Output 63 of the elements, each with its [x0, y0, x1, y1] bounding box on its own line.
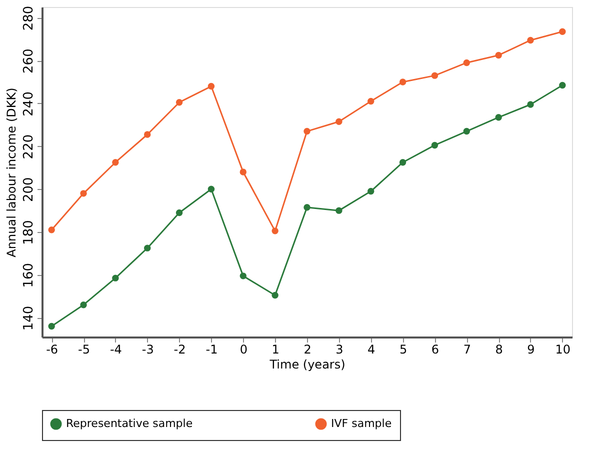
- x-tick-label: -3: [142, 342, 154, 356]
- point: [368, 98, 374, 105]
- point: [176, 99, 183, 106]
- point: [495, 52, 502, 59]
- x-tick-label: 7: [463, 342, 471, 356]
- x-tick-label: -2: [174, 342, 186, 356]
- y-tick-label: 240: [22, 92, 36, 116]
- point: [48, 226, 55, 234]
- x-tick-label: -6: [46, 342, 58, 356]
- point: [208, 82, 215, 90]
- point: [304, 128, 310, 135]
- point: [336, 118, 342, 125]
- point: [368, 188, 374, 195]
- x-tick-label: 1: [272, 342, 280, 356]
- point: [272, 228, 278, 234]
- point: [559, 82, 566, 89]
- point: [495, 114, 502, 121]
- point: [399, 159, 406, 166]
- point: [240, 168, 246, 176]
- x-tick-label: -5: [78, 342, 90, 356]
- y-tick-label: 140: [22, 306, 36, 331]
- x-tick-label: 2: [304, 342, 312, 356]
- x-tick-label: 10: [555, 342, 571, 356]
- x-tick-label: 4: [368, 342, 376, 356]
- x-tick-label: -4: [110, 342, 122, 356]
- point: [527, 36, 534, 44]
- point: [144, 131, 151, 138]
- x-tick-label: 3: [336, 342, 344, 356]
- point: [48, 322, 55, 330]
- y-tick-label: 260: [22, 48, 36, 74]
- point: [431, 142, 438, 149]
- point: [304, 204, 310, 211]
- y-tick-label: 180: [22, 220, 36, 245]
- x-tick-label: 8: [495, 342, 503, 356]
- point: [144, 244, 151, 252]
- point: [559, 28, 566, 35]
- point: [336, 207, 342, 214]
- point: [399, 78, 406, 86]
- point: [527, 101, 534, 108]
- y-tick-label: 280: [22, 6, 36, 31]
- legend-label: IVF sample: [331, 417, 392, 430]
- point: [463, 128, 470, 135]
- y-tick-label: 200: [22, 177, 36, 202]
- point: [208, 186, 215, 192]
- point: [112, 159, 119, 166]
- x-tick-label: 9: [527, 342, 535, 356]
- y-axis-title: Annual labour income (DKK): [4, 88, 18, 258]
- point: [80, 302, 87, 308]
- point: [240, 272, 246, 280]
- point: [463, 59, 470, 66]
- y-tick-label: 220: [22, 134, 36, 160]
- x-axis-title: Time (years): [268, 358, 346, 372]
- point: [176, 209, 183, 216]
- x-tick-label: 0: [240, 342, 248, 356]
- point: [80, 190, 87, 197]
- x-tick-label: 5: [399, 342, 408, 356]
- point: [112, 274, 119, 282]
- point: [431, 72, 438, 79]
- y-tick-label: 160: [22, 262, 36, 288]
- x-tick-label: -1: [206, 342, 218, 356]
- x-tick-label: 6: [431, 342, 440, 356]
- point: [272, 292, 278, 299]
- legend-label: Representative sample: [66, 417, 193, 430]
